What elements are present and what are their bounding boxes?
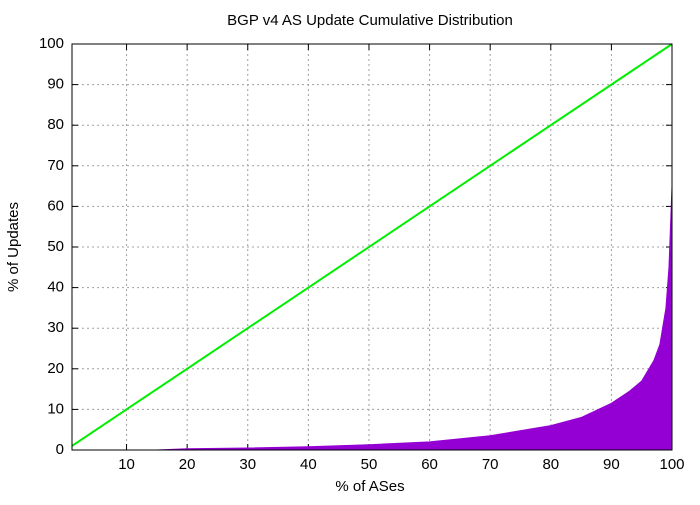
x-tick-label: 10	[118, 456, 135, 473]
y-tick-label: 20	[47, 360, 64, 377]
x-tick-label: 80	[542, 456, 559, 473]
area-line	[156, 186, 673, 451]
x-tick-label: 70	[482, 456, 499, 473]
x-tick-label: 90	[603, 456, 620, 473]
y-tick-label: 10	[47, 400, 64, 417]
x-tick-label: 40	[300, 456, 317, 473]
area-fill	[156, 186, 673, 450]
y-tick-label: 50	[47, 238, 64, 255]
x-tick-label: 30	[239, 456, 256, 473]
x-tick-label: 20	[179, 456, 196, 473]
x-tick-label: 60	[421, 456, 438, 473]
y-tick-label: 30	[47, 319, 64, 336]
y-tick-label: 80	[47, 116, 64, 133]
chart-title: BGP v4 AS Update Cumulative Distribution	[227, 12, 513, 29]
plot-frame	[71, 43, 673, 451]
y-tick-label: 40	[47, 279, 64, 296]
y-tick-label: 90	[47, 76, 64, 93]
line	[71, 43, 673, 447]
y-tick-label: 70	[47, 157, 64, 174]
y-axis-label: % of Updates	[5, 202, 22, 292]
x-tick-label: 100	[659, 456, 684, 473]
x-tick-label: 50	[361, 456, 378, 473]
y-tick-label: 0	[56, 441, 64, 458]
x-axis-label: % of ASes	[335, 478, 404, 495]
y-tick-label: 100	[39, 35, 64, 52]
y-tick-label: 60	[47, 197, 64, 214]
